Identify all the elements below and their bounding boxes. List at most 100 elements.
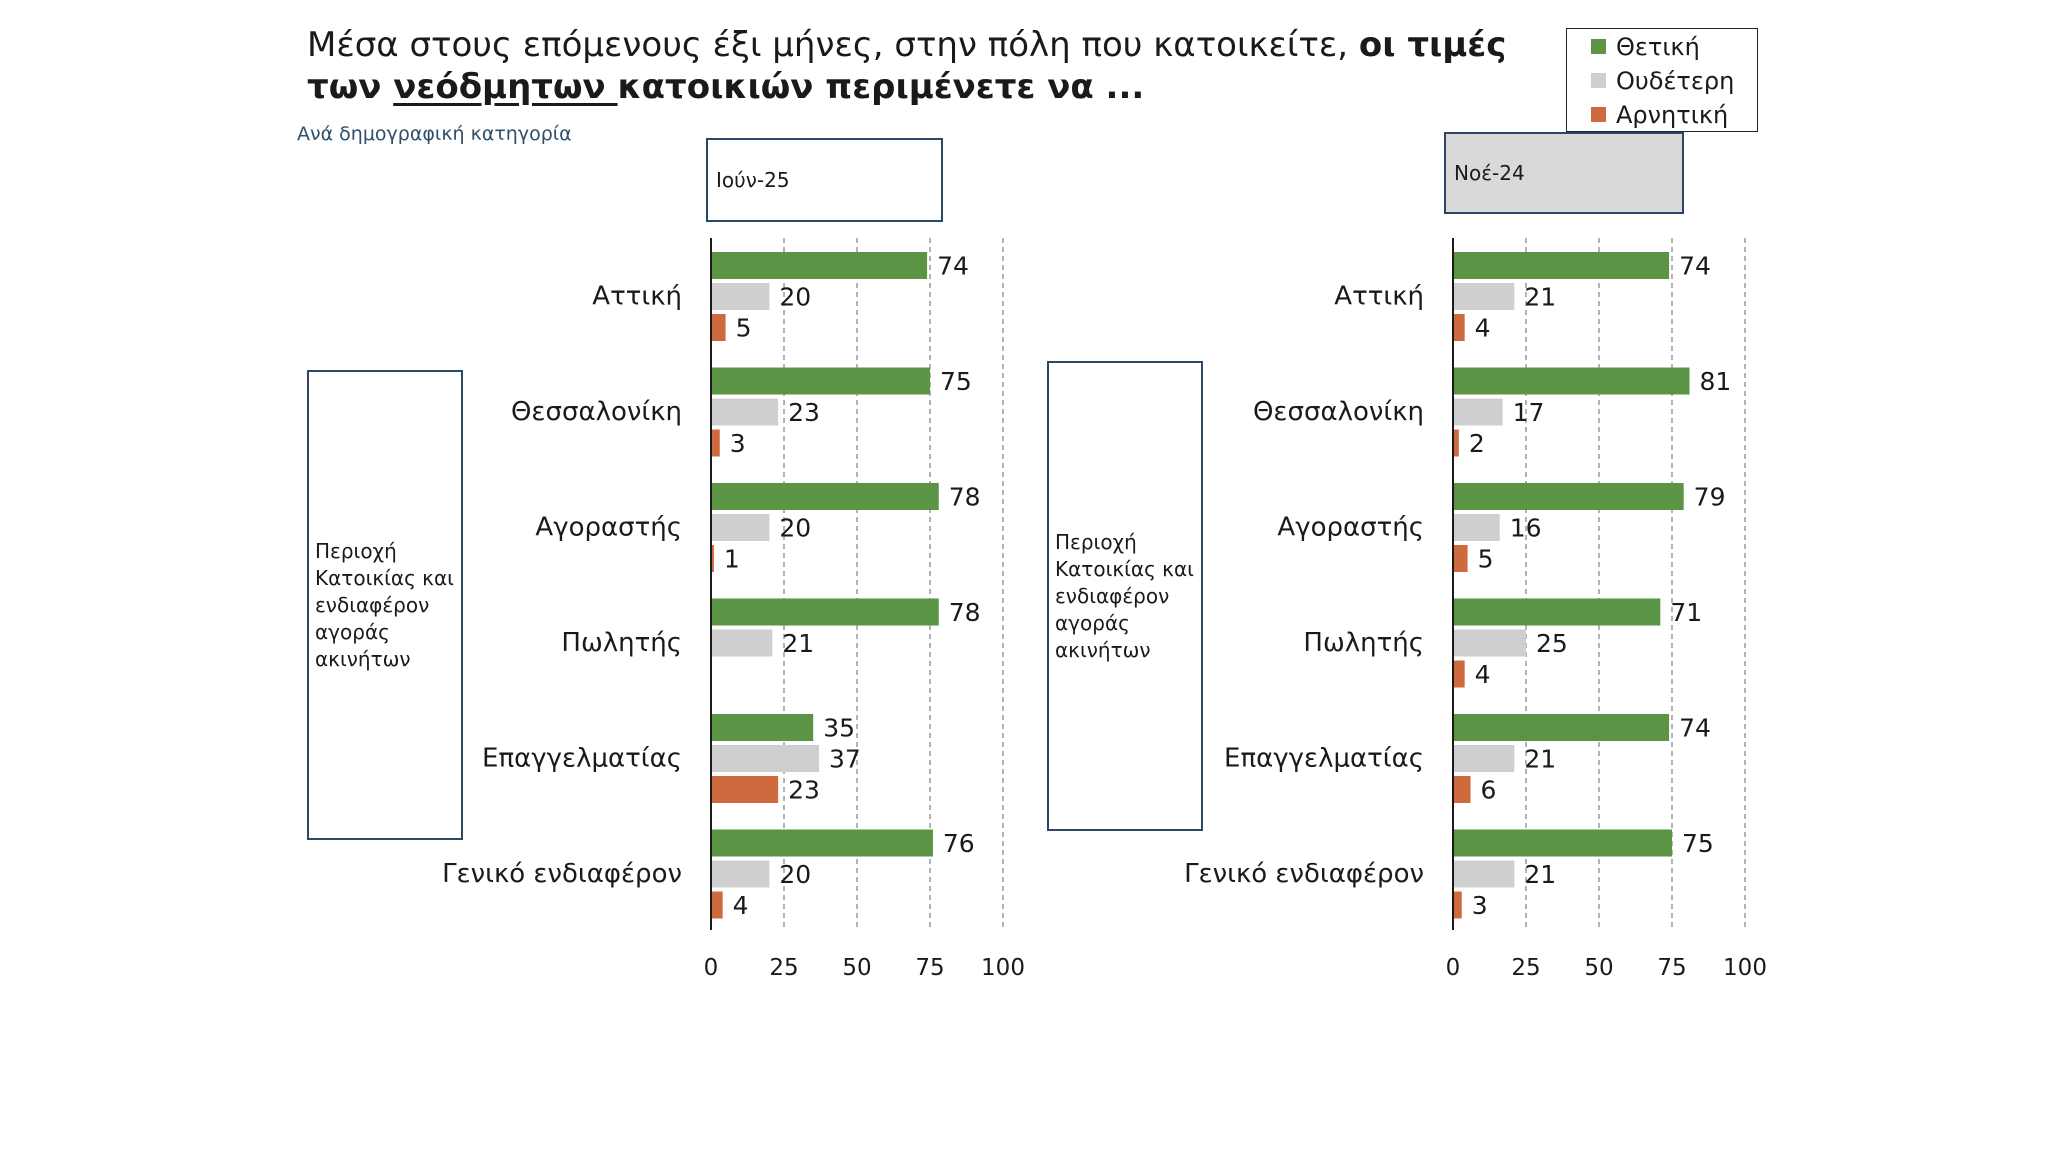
data-label-negative: 4 (733, 891, 749, 920)
title-line2-underlined: νεόδμητων (393, 67, 618, 107)
chart-panel-jun25: 0 25 50 75 100 Αττική 74 20 5 Θεσσαλονίκη 75 23 3 Αγο… (442, 238, 1025, 981)
period-label-right: Νοέ-24 (1454, 161, 1525, 185)
data-label-neutral: 21 (1524, 860, 1556, 889)
data-label-neutral: 23 (788, 398, 820, 427)
bar-negative (1453, 660, 1465, 688)
bar-positive (711, 367, 930, 395)
legend: Θετική Ουδέτερη Αρνητική (1566, 28, 1758, 132)
x-tick-label: 25 (769, 955, 798, 981)
category-label: Πωλητής (561, 628, 682, 658)
bar-negative (711, 776, 779, 803)
x-tick-label: 50 (842, 955, 871, 981)
category-label: Αγοραστής (535, 513, 682, 543)
legend-label-positive: Θετική (1616, 33, 1700, 61)
category-label: Γενικό ενδιαφέρον (442, 859, 682, 889)
bar-neutral (711, 514, 770, 541)
category-label: Επαγγελματίας (1224, 744, 1424, 774)
period-label-left: Ιούν-25 (716, 168, 790, 192)
legend-swatch-positive (1591, 38, 1606, 54)
legend-label-neutral: Ουδέτερη (1616, 67, 1735, 95)
data-label-positive: 75 (940, 367, 972, 396)
bar-positive (1453, 483, 1684, 510)
data-label-neutral: 37 (829, 745, 861, 774)
data-label-neutral: 21 (1524, 283, 1556, 312)
data-label-negative: 6 (1481, 776, 1497, 805)
bar-positive (711, 598, 939, 626)
legend-swatch-negative (1591, 106, 1606, 122)
bar-neutral (711, 629, 773, 657)
bar-neutral (1453, 514, 1500, 541)
bar-negative (1453, 891, 1462, 919)
bar-positive (711, 483, 939, 510)
bar-positive (1453, 252, 1670, 279)
title-line1-bold: οι τιμές (1358, 25, 1507, 65)
data-label-neutral: 20 (779, 860, 811, 889)
bar-positive (711, 252, 928, 279)
data-label-positive: 71 (1670, 598, 1702, 627)
bar-negative (1453, 545, 1468, 572)
data-label-neutral: 17 (1513, 398, 1545, 427)
data-label-neutral: 25 (1536, 629, 1568, 658)
x-tick-label: 75 (915, 955, 944, 981)
bar-neutral (711, 745, 820, 772)
chart-subtitle: Ανά δημογραφική κατηγορία (297, 123, 572, 145)
bar-neutral (1453, 745, 1515, 772)
legend-item-negative: Αρνητική (1591, 100, 1728, 130)
bar-negative (1453, 429, 1459, 457)
chart-title: Μέσα στους επόμενους έξι μήνες, στην πόλ… (307, 24, 1506, 108)
bar-positive (1453, 829, 1672, 857)
legend-swatch-neutral (1591, 72, 1606, 88)
data-label-negative: 5 (736, 314, 752, 343)
category-label: Γενικό ενδιαφέρον (1184, 859, 1424, 889)
bar-neutral (1453, 398, 1503, 426)
bar-negative (711, 545, 714, 572)
category-label: Αγοραστής (1277, 513, 1424, 543)
period-box-left: Ιούν-25 (706, 138, 943, 222)
data-label-positive: 74 (1679, 252, 1711, 281)
category-label: Αττική (1334, 282, 1424, 312)
x-tick-label: 0 (704, 955, 719, 981)
data-label-positive: 78 (949, 598, 981, 627)
data-label-negative: 4 (1475, 314, 1491, 343)
data-label-neutral: 16 (1510, 514, 1542, 543)
data-label-positive: 75 (1682, 829, 1714, 858)
bar-neutral (711, 860, 770, 888)
period-box-right: Νοέ-24 (1444, 132, 1684, 214)
category-label: Αττική (592, 282, 682, 312)
side-label-box-right: Περιοχή Κατοικίας και ενδιαφέρον αγοράς … (1047, 361, 1203, 831)
legend-label-negative: Αρνητική (1616, 101, 1729, 129)
x-tick-label: 25 (1511, 955, 1540, 981)
x-tick-label: 100 (981, 955, 1025, 981)
data-label-neutral: 21 (782, 629, 814, 658)
data-label-negative: 5 (1478, 545, 1494, 574)
data-label-negative: 3 (730, 429, 746, 458)
data-label-negative: 23 (788, 776, 820, 805)
bar-negative (711, 429, 720, 457)
side-label-box-left: Περιοχή Κατοικίας και ενδιαφέρον αγοράς … (307, 370, 463, 840)
x-tick-label: 75 (1657, 955, 1686, 981)
bar-positive (1453, 598, 1661, 626)
title-line1-text: Μέσα στους επόμενους έξι μήνες, στην πόλ… (307, 25, 1359, 65)
bar-negative (1453, 314, 1465, 341)
legend-item-positive: Θετική (1591, 32, 1700, 62)
bar-negative (711, 314, 726, 341)
data-label-positive: 81 (1700, 367, 1732, 396)
category-label: Θεσσαλονίκη (1253, 397, 1424, 427)
bar-negative (1453, 776, 1471, 803)
bar-neutral (711, 398, 779, 426)
bar-positive (1453, 714, 1670, 741)
data-label-neutral: 20 (779, 283, 811, 312)
data-label-neutral: 21 (1524, 745, 1556, 774)
x-tick-label: 100 (1723, 955, 1767, 981)
data-label-positive: 35 (823, 714, 855, 743)
category-label: Θεσσαλονίκη (511, 397, 682, 427)
bar-positive (711, 829, 933, 857)
bar-neutral (1453, 283, 1515, 310)
bar-positive (1453, 367, 1690, 395)
data-label-neutral: 20 (779, 514, 811, 543)
bar-neutral (711, 283, 770, 310)
category-label: Πωλητής (1303, 628, 1424, 658)
bar-neutral (1453, 860, 1515, 888)
data-label-positive: 74 (1679, 714, 1711, 743)
